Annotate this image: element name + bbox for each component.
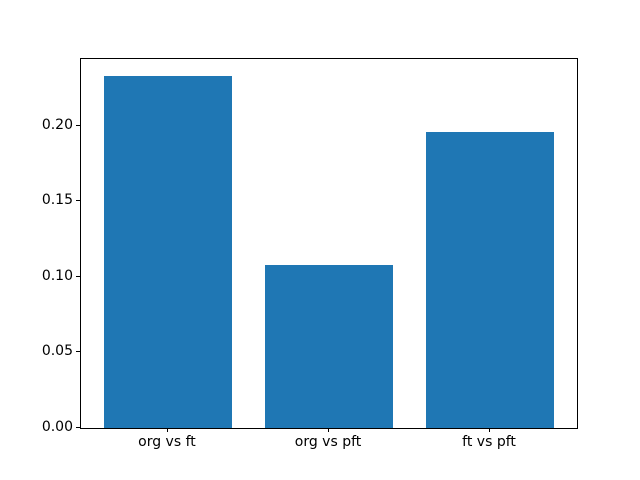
bar-org-vs-ft <box>103 75 233 428</box>
y-tick-label: 0.05 <box>41 343 73 360</box>
x-tick-mark <box>489 428 491 432</box>
y-tick-mark <box>76 427 80 428</box>
x-tick-mark <box>166 428 168 432</box>
y-tick-label: 0.10 <box>41 267 73 284</box>
y-tick-mark <box>76 124 80 126</box>
y-tick-label: 0.20 <box>41 116 73 133</box>
plot-axes <box>80 58 578 429</box>
y-tick-label: 0.15 <box>41 192 73 209</box>
x-tick-label: ft vs pft <box>462 434 516 450</box>
y-tick-mark <box>76 200 80 202</box>
x-tick-label: org vs pft <box>294 434 362 450</box>
bar-ft-vs-pft <box>425 131 555 428</box>
y-tick-mark <box>76 351 80 353</box>
x-tick-mark <box>328 428 329 432</box>
bar-org-vs-pft <box>264 264 394 428</box>
x-tick-label: org vs ft <box>138 434 196 450</box>
y-tick-label: 0.00 <box>41 419 73 435</box>
y-tick-mark <box>76 275 80 277</box>
